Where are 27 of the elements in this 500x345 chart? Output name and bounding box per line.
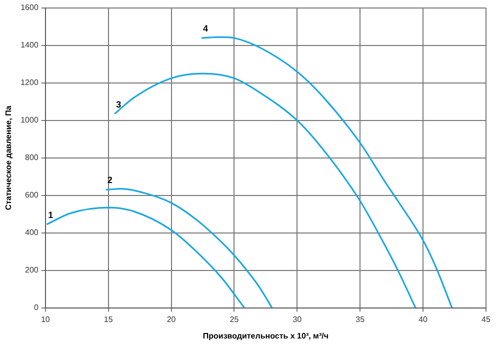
- line-series: [46, 206, 246, 308]
- annotation: 1: [48, 210, 54, 220]
- x-tick-label: 40: [418, 314, 428, 324]
- x-tick-label: 30: [292, 314, 302, 324]
- y-tick-label: 800: [25, 153, 39, 162]
- y-tick-label: 1000: [20, 116, 39, 125]
- x-tick-label: 15: [104, 314, 114, 324]
- y-axis-title: Статическое давление, Па: [4, 105, 14, 210]
- line-series: [105, 188, 273, 308]
- y-tick-label: 0: [34, 303, 39, 312]
- y-tick-label: 1400: [20, 40, 39, 50]
- x-tick-label: 25: [230, 314, 240, 324]
- y-tick-label: 200: [25, 266, 39, 275]
- y-tick-label: 1200: [20, 78, 39, 88]
- line-series: [200, 36, 453, 308]
- x-tick-label: 10: [40, 314, 50, 324]
- annotation: 2: [107, 175, 112, 186]
- annotation: 4: [202, 23, 208, 34]
- line-series: [114, 72, 416, 308]
- x-tick-label: 20: [166, 314, 176, 324]
- x-axis-title: Производительность х 10³, м³/ч: [202, 331, 329, 340]
- annotation: 3: [116, 99, 122, 110]
- x-tick-label: 35: [356, 314, 366, 324]
- y-tick-label: 1600: [20, 3, 39, 12]
- y-tick-label: 400: [25, 228, 39, 238]
- y-tick-label: 600: [25, 190, 39, 200]
- x-tick-label: 45: [482, 314, 491, 324]
